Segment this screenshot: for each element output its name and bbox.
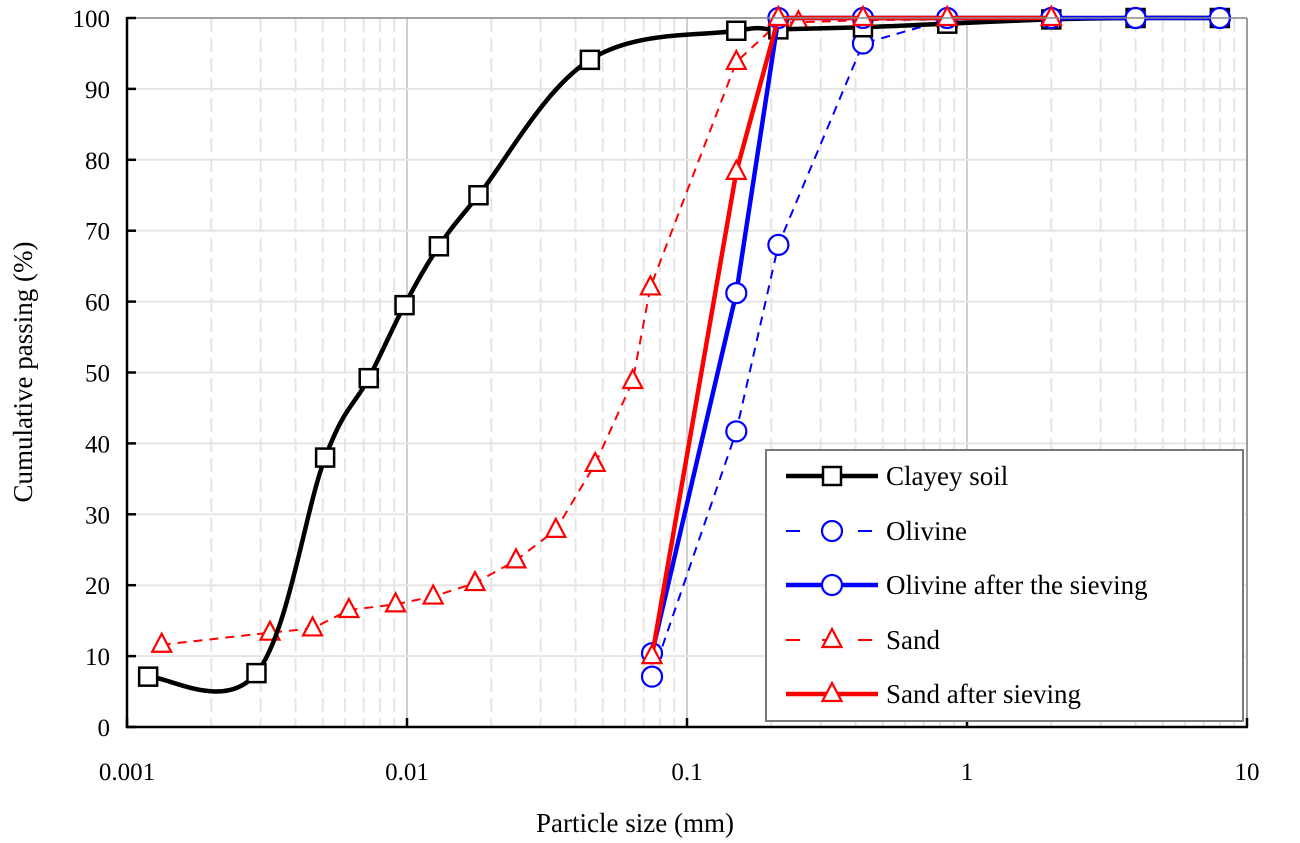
legend-label: Sand after sieving [886, 679, 1081, 709]
y-tick-label: 60 [85, 290, 110, 317]
x-tick-label: 0.001 [99, 759, 155, 786]
data-point-sand-after-sieving [767, 4, 790, 27]
legend-item-clayey-soil: Clayey soil [786, 461, 1008, 491]
data-point-olivine [725, 420, 748, 443]
data-point-clayey-soil [314, 447, 336, 468]
data-point-sand [639, 274, 662, 296]
data-point-sand [384, 590, 407, 613]
series-line-sand [161, 17, 1052, 646]
y-axis-title: Cumulative passing (%) [8, 242, 38, 503]
legend-label: Olivine after the sieving [886, 570, 1148, 600]
data-point-clayey-soil [394, 294, 415, 316]
data-point-sand-after-sieving [724, 158, 748, 180]
legend-item-sand-after-sieving: Sand after sieving [786, 679, 1081, 709]
data-point-sand [301, 615, 324, 637]
data-point-sand [583, 450, 607, 473]
data-point-sand [463, 569, 487, 592]
data-point-sand-after-sieving [935, 4, 959, 27]
legend-marker-sand-after-sieving [820, 680, 844, 703]
y-tick-label: 30 [85, 502, 110, 529]
legend-marker-clayey-soil [821, 465, 843, 487]
y-tick-label: 40 [85, 431, 110, 458]
y-tick-label: 70 [85, 219, 110, 246]
x-tick-label: 0.1 [671, 759, 702, 786]
y-tick-label: 10 [85, 644, 110, 671]
x-axis-title: Particle size (mm) [536, 808, 734, 838]
data-point-sand [504, 547, 528, 569]
legend: Clayey soil Olivine Olivine after the siev… [765, 449, 1244, 722]
y-tick-label: 90 [85, 77, 110, 104]
x-tick-label: 1 [961, 759, 974, 786]
data-point-sand [421, 583, 445, 605]
data-point-sand [724, 48, 748, 71]
data-point-clayey-soil [358, 367, 379, 389]
data-point-olivine [767, 233, 790, 256]
legend-marker-sand [820, 626, 844, 649]
x-tick-label: 0.01 [385, 759, 429, 786]
y-tick-label: 50 [85, 361, 110, 388]
x-tick-label: 10 [1235, 759, 1260, 786]
legend-item-sand: Sand [786, 625, 941, 655]
data-point-clayey-soil [137, 666, 159, 687]
data-point-clayey-soil [428, 236, 450, 257]
data-point-clayey-soil [246, 662, 267, 684]
legend-item-olivine-after-the-sieving: Olivine after the sieving [786, 570, 1148, 600]
data-point-clayey-soil [579, 49, 601, 71]
legend-item-olivine: Olivine [786, 516, 967, 546]
data-point-olivine-after-the-sieving [725, 281, 748, 305]
data-point-sand-after-sieving [851, 4, 875, 27]
data-point-sand [544, 516, 568, 538]
legend-label: Sand [886, 625, 941, 655]
legend-label: Clayey soil [886, 461, 1008, 491]
data-point-sand [337, 596, 361, 619]
y-tick-label: 100 [73, 6, 111, 33]
data-point-olivine [640, 665, 664, 688]
data-point-sand [621, 367, 645, 390]
ticks: 0 10 20 30 40 50 60 70 80 90 100 0.001 0.01 0.1 1 10 [73, 6, 1260, 786]
data-point-clayey-soil [726, 20, 747, 42]
data-point-sand-after-sieving [640, 642, 664, 665]
legend-label: Olivine [886, 516, 967, 546]
y-tick-label: 80 [85, 148, 110, 175]
data-point-sand [150, 631, 174, 653]
legend-marker-olivine-after-the-sieving [820, 573, 844, 597]
data-point-sand-after-sieving [1039, 4, 1063, 27]
y-tick-label: 20 [85, 573, 110, 600]
legend-marker-olivine [820, 519, 844, 543]
y-tick-label: 0 [98, 715, 111, 742]
data-point-clayey-soil [468, 185, 489, 206]
